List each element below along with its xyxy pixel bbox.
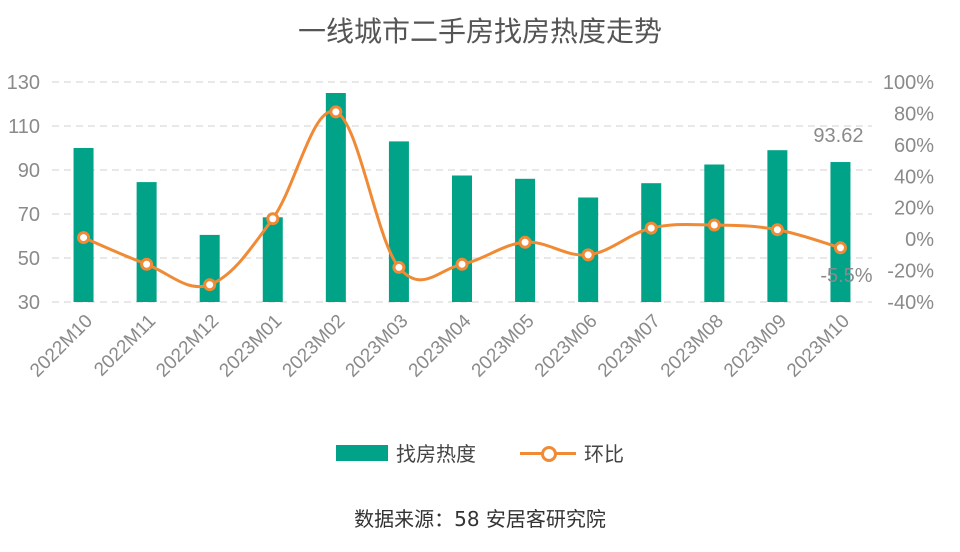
bar bbox=[388, 141, 409, 302]
bar bbox=[452, 175, 472, 302]
legend: 找房热度 环比 bbox=[0, 438, 960, 467]
y-left-tick-label: 110 bbox=[8, 116, 40, 138]
y-right-tick-label: 20% bbox=[894, 198, 934, 220]
line-point bbox=[140, 257, 154, 271]
line-point bbox=[833, 241, 847, 255]
y-left-tick-label: 130 bbox=[7, 72, 40, 94]
y-right-tick-label: 60% bbox=[894, 135, 934, 157]
x-tick-label: 2023M10 bbox=[783, 311, 854, 382]
x-tick-label: 2023M09 bbox=[720, 311, 791, 382]
y-left-tick-label: 70 bbox=[18, 204, 40, 226]
line-point bbox=[770, 223, 784, 237]
line-point bbox=[644, 221, 658, 235]
y-left-tick-label: 30 bbox=[18, 292, 40, 314]
bar-data-label: 93.62 bbox=[813, 125, 863, 147]
legend-bar-label: 找房热度 bbox=[396, 442, 476, 466]
x-tick-label: 2022M10 bbox=[26, 311, 97, 382]
legend-line-swatch bbox=[520, 445, 576, 462]
line-point bbox=[77, 231, 91, 245]
x-tick-label: 2023M06 bbox=[531, 311, 602, 382]
source-note: 数据来源：58 安居客研究院 bbox=[354, 507, 606, 531]
bar bbox=[136, 182, 157, 302]
y-right-tick-label: -20% bbox=[887, 261, 934, 283]
line-point bbox=[203, 278, 217, 292]
line-data-label: -5.5% bbox=[820, 265, 872, 287]
line-point bbox=[392, 260, 406, 274]
line-point bbox=[455, 257, 469, 271]
y-right-tick-label: 80% bbox=[894, 103, 934, 125]
x-tick-label: 2023M02 bbox=[279, 311, 350, 382]
line-point bbox=[581, 248, 595, 262]
bar bbox=[262, 217, 283, 302]
legend-item-line: 环比 bbox=[520, 438, 624, 467]
line-point bbox=[329, 105, 343, 119]
y-right-tick-label: 0% bbox=[905, 229, 934, 251]
bar bbox=[73, 148, 94, 302]
legend-line-label: 环比 bbox=[584, 442, 624, 466]
line-point bbox=[707, 218, 721, 232]
bar bbox=[830, 162, 851, 302]
y-right-tick-label: 40% bbox=[894, 166, 934, 188]
x-tick-label: 2023M03 bbox=[342, 311, 413, 382]
legend-item-bar: 找房热度 bbox=[336, 438, 476, 467]
x-tick-label: 2022M11 bbox=[90, 311, 160, 381]
x-tick-label: 2023M04 bbox=[405, 310, 476, 381]
bar bbox=[325, 93, 346, 302]
y-left-tick-label: 50 bbox=[18, 248, 40, 270]
bar bbox=[704, 164, 725, 302]
y-right-tick-label: -40% bbox=[887, 292, 934, 314]
x-tick-label: 2023M05 bbox=[468, 311, 539, 382]
bar bbox=[641, 183, 662, 302]
line-point bbox=[266, 212, 280, 226]
y-left-tick-label: 90 bbox=[18, 160, 40, 182]
x-tick-label: 2023M07 bbox=[594, 311, 665, 382]
x-tick-label: 2023M08 bbox=[657, 311, 728, 382]
x-tick-label: 2022M12 bbox=[152, 311, 223, 382]
chart-title: 一线城市二手房找房热度走势 bbox=[297, 15, 662, 48]
bar bbox=[199, 234, 220, 302]
y-right-tick-label: 100% bbox=[883, 72, 934, 94]
chart-plot: 30 50 70 90 110 130 -40% -20% 0% 20% 40% 60% 80% 100%… bbox=[7, 72, 935, 382]
x-tick-label: 2023M01 bbox=[215, 311, 286, 382]
line-point bbox=[518, 235, 532, 249]
legend-bar-swatch bbox=[336, 444, 388, 461]
